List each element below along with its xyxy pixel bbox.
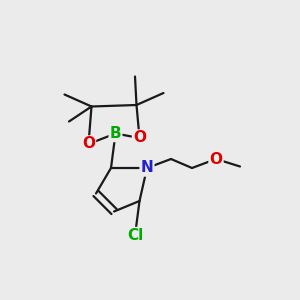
Text: N: N (141, 160, 153, 175)
Text: O: O (82, 136, 95, 152)
Text: Cl: Cl (127, 228, 143, 243)
Text: O: O (133, 130, 146, 146)
Text: O: O (209, 152, 223, 166)
Text: B: B (110, 126, 121, 141)
